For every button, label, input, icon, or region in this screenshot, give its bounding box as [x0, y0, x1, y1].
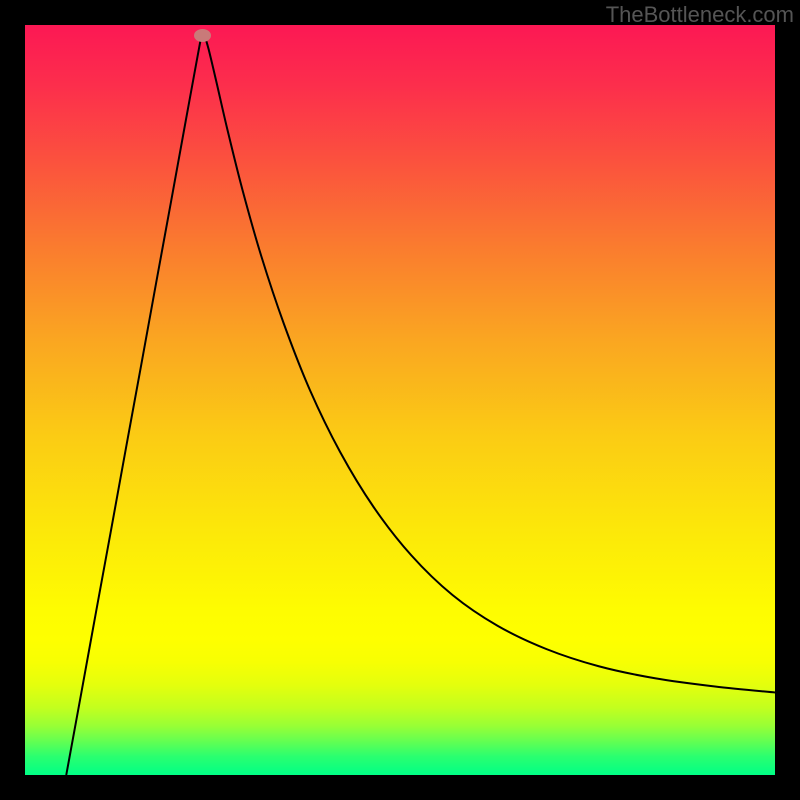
chart-container: TheBottleneck.com [0, 0, 800, 800]
plot-area [25, 25, 775, 775]
bottleneck-curve [25, 25, 775, 775]
notch-marker [194, 29, 211, 42]
